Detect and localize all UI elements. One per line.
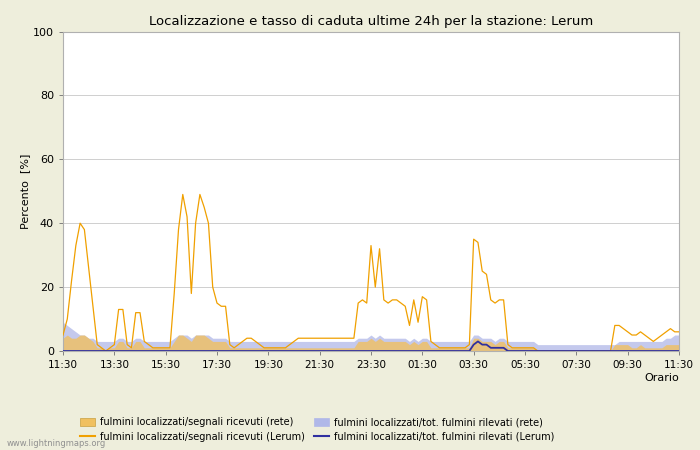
Legend: fulmini localizzati/segnali ricevuti (rete), fulmini localizzati/segnali ricevut: fulmini localizzati/segnali ricevuti (re… [80,417,554,442]
Text: Orario: Orario [644,374,679,383]
Text: www.lightningmaps.org: www.lightningmaps.org [7,439,106,448]
Y-axis label: Percento  [%]: Percento [%] [20,153,30,229]
Title: Localizzazione e tasso di caduta ultime 24h per la stazione: Lerum: Localizzazione e tasso di caduta ultime … [149,14,593,27]
